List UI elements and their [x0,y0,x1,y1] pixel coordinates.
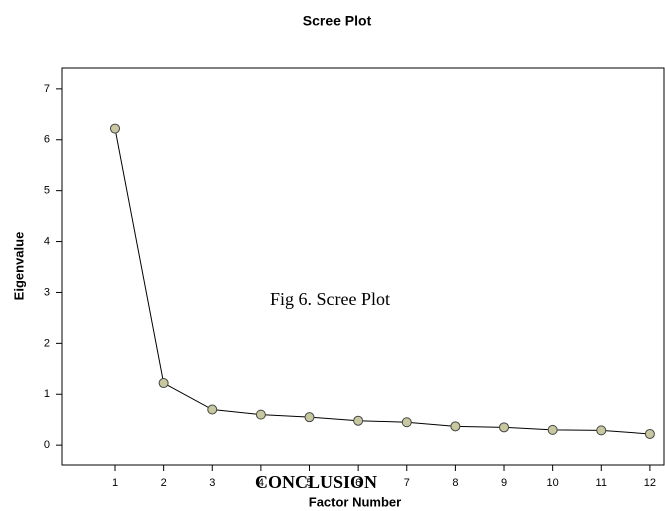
point [547,424,558,435]
y-tick-label: 2 [44,337,50,349]
x-tick-label: 7 [404,477,410,489]
point [596,425,607,436]
x-tick-label: 11 [596,477,607,489]
point [644,428,655,439]
y-tick-label: 1 [44,388,50,400]
point [401,417,412,428]
x-tick-label: 4 [258,477,264,489]
plot-frame [61,67,665,466]
y-tick-label: 0 [44,439,50,451]
x-tick-label: 2 [161,477,167,489]
y-tick-label: 3 [44,286,50,298]
x-tick-label: 5 [306,477,312,489]
y-tick-label: 5 [44,185,50,197]
y-tick-label: 7 [44,83,50,95]
chart-title: Scree Plot [303,13,372,29]
x-tick-label: 8 [452,477,458,489]
line [114,128,650,435]
x-tick-label: 6 [355,477,361,489]
x-tick-label: 9 [501,477,507,489]
x-tick-label: 10 [547,477,559,489]
y-axis-label: Eigenvalue [11,232,26,301]
section-heading: CONCLUSION [255,472,377,492]
x-tick-label: 1 [112,477,118,489]
y-tick-label: 4 [44,235,50,247]
y-tick-label: 6 [44,134,50,146]
point [207,404,218,415]
x-axis-label: Factor Number [309,494,401,509]
point [304,412,315,423]
point [158,378,169,389]
point [450,421,461,432]
point [499,422,510,433]
point [255,409,266,420]
x-tick-label: 3 [209,477,215,489]
x-tick-label: 12 [644,477,656,489]
figure-caption: Fig 6. Scree Plot [270,289,390,309]
point [353,415,364,426]
point [110,123,121,134]
